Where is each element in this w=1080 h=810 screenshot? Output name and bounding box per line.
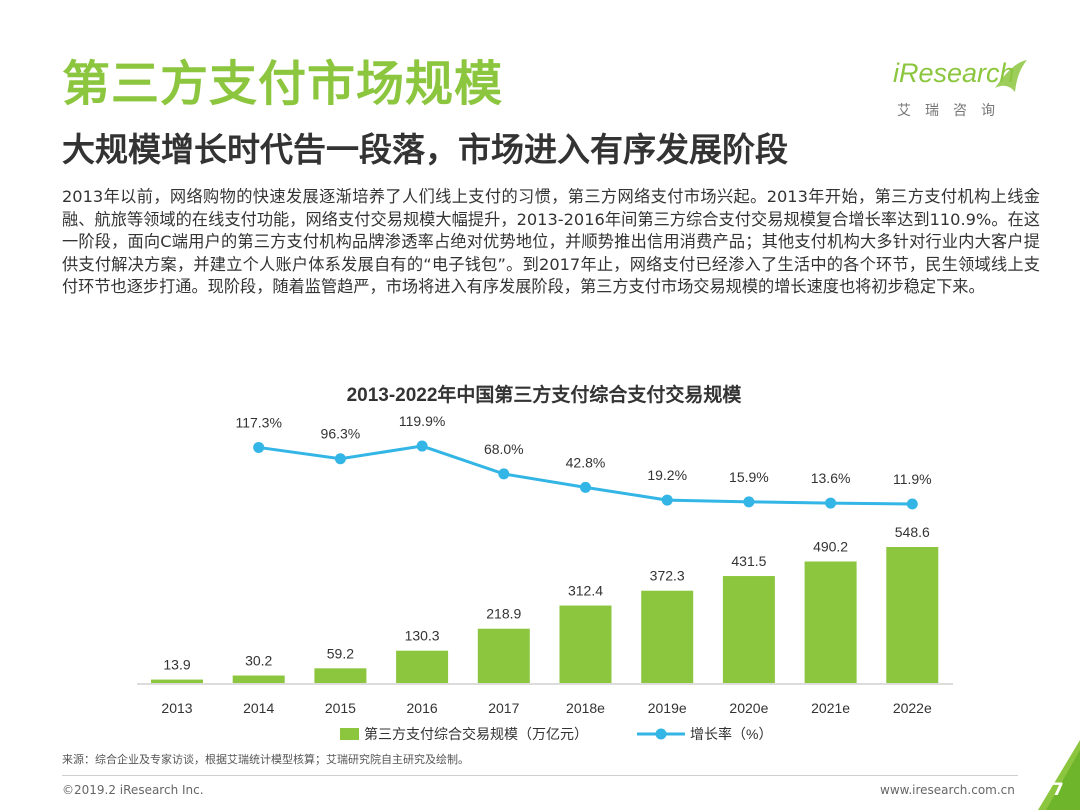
legend-bar-label: 第三方支付综合交易规模（万亿元） — [364, 726, 588, 742]
x-tick-label: 2017 — [488, 700, 519, 716]
x-tick-label: 2013 — [161, 700, 192, 716]
growth-rate-label: 96.3% — [321, 426, 361, 442]
growth-rate-point — [253, 441, 265, 453]
logo-subtitle: 艾瑞咨询 — [897, 103, 1009, 119]
bar — [722, 576, 775, 683]
x-tick-label: 2014 — [243, 700, 274, 716]
footer-divider — [62, 775, 1018, 776]
bar-value-label: 130.3 — [405, 628, 440, 644]
bar-value-label: 13.9 — [163, 657, 190, 673]
growth-rate-label: 11.9% — [893, 471, 932, 487]
bar-value-label: 59.2 — [327, 645, 354, 661]
bar-value-label: 218.9 — [486, 606, 521, 622]
page-title: 第三方支付市场规模 — [62, 56, 504, 112]
bar-value-label: 312.4 — [568, 583, 603, 599]
growth-rate-point — [498, 468, 510, 480]
x-tick-label: 2022e — [893, 700, 932, 716]
growth-rate-label: 117.3% — [235, 414, 281, 430]
growth-rate-label: 13.6% — [811, 470, 851, 486]
growth-rate-point — [906, 498, 918, 510]
bar — [151, 679, 203, 683]
logo-wordmark: iResearch — [893, 58, 1015, 88]
bar-value-label: 372.3 — [650, 568, 685, 584]
page-number: 7 — [1052, 780, 1064, 800]
x-tick-label: 2019e — [648, 700, 687, 716]
growth-rate-point — [825, 497, 837, 509]
growth-rate-label: 19.2% — [647, 467, 687, 483]
bar — [641, 590, 694, 683]
source-note: 来源：综合企业及专家访谈，根据艾瑞统计模型核算；艾瑞研究院自主研究及绘制。 — [62, 753, 469, 766]
growth-rate-point — [661, 494, 673, 506]
bar — [232, 675, 285, 683]
bar-value-label: 431.5 — [731, 553, 766, 569]
bar — [477, 628, 530, 683]
legend-bar-swatch — [340, 728, 359, 740]
growth-rate-point — [743, 496, 755, 508]
bar — [804, 561, 857, 683]
bar-value-label: 30.2 — [245, 653, 272, 669]
page-subtitle: 大规模增长时代告一段落，市场进入有序发展阶段 — [62, 130, 788, 169]
growth-rate-point — [416, 440, 428, 452]
bar — [886, 547, 939, 683]
chart-title: 2013-2022年中国第三方支付综合支付交易规模 — [347, 383, 743, 406]
growth-rate-label: 68.0% — [484, 441, 524, 457]
growth-rate-point — [334, 453, 346, 465]
footer-website: www.iresearch.com.cn — [880, 783, 1015, 797]
chart-area: 2013-2022年中国第三方支付综合支付交易规模 13.9 2013 30.2 201… — [137, 383, 953, 742]
logo-swoosh-icon — [995, 60, 1027, 92]
legend-line-marker — [655, 728, 667, 740]
x-tick-label: 2018e — [566, 700, 605, 716]
x-tick-label: 2016 — [407, 700, 438, 716]
legend-line-label: 增长率（%） — [690, 726, 772, 742]
iresearch-logo: iResearch 艾瑞咨询 — [893, 58, 1033, 128]
x-tick-label: 2021e — [811, 700, 850, 716]
footer-copyright: ©2019.2 iResearch Inc. — [62, 783, 204, 797]
growth-rate-point — [580, 481, 591, 493]
bar-value-label: 548.6 — [895, 524, 930, 540]
growth-rate-label: 15.9% — [729, 469, 769, 485]
corner-decoration — [1038, 740, 1080, 810]
body-paragraph: 2013年以前，网络购物的快速发展逐渐培养了人们线上支付的习惯，第三方网络支付市… — [62, 187, 1040, 297]
bar-value-label: 490.2 — [813, 538, 848, 554]
x-tick-label: 2020e — [729, 700, 768, 716]
bar — [396, 650, 449, 683]
bar — [314, 668, 367, 683]
x-tick-label: 2015 — [325, 700, 356, 716]
bar — [559, 605, 612, 683]
growth-rate-label: 42.8% — [566, 454, 606, 470]
growth-rate-label: 119.9% — [399, 413, 445, 429]
